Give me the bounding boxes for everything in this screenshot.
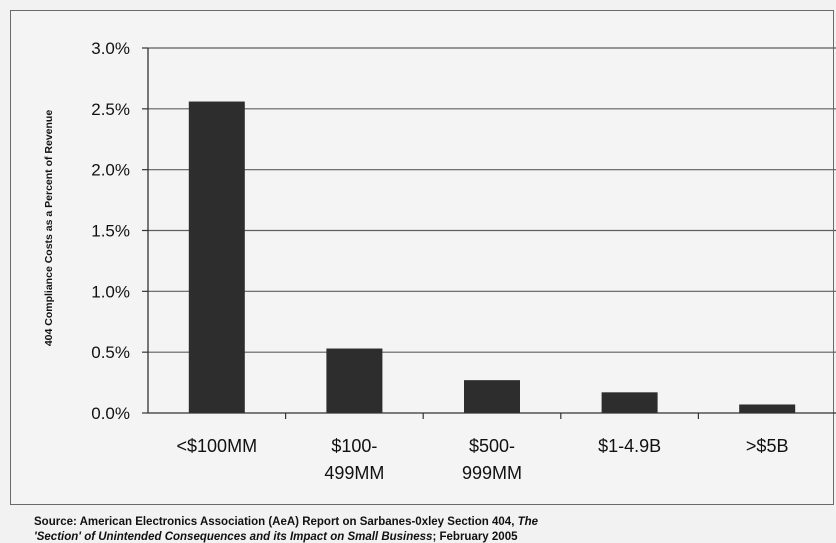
x-category-labels: <$100MM $100- 499MM $500- 999MM $1-4.9B >$5B — [177, 436, 789, 483]
bar — [739, 404, 796, 413]
y-tick-label: 3.0% — [91, 39, 130, 58]
x-category-label: $100- — [331, 436, 377, 456]
y-tick-label: 2.5% — [91, 100, 130, 119]
bar — [326, 348, 383, 413]
bar-chart: 0.0% 0.5% 1.0% 1.5% 2.0% 2.5% 3.0% <$100MM $100… — [43, 39, 836, 483]
y-tick-label: 0.0% — [91, 404, 130, 423]
source-title-part2: 'Section' of Unintended Consequences and… — [34, 531, 433, 543]
y-tick-label: 2.0% — [91, 161, 130, 180]
x-category-label: 499MM — [324, 463, 384, 483]
x-category-label: 999MM — [462, 463, 522, 483]
gridlines — [148, 47, 836, 353]
bar — [188, 101, 245, 414]
y-tick-label: 0.5% — [91, 343, 130, 362]
source-line-1: Source: American Electronics Association… — [34, 515, 824, 530]
y-axis-label: 404 Compliance Costs as a Percent of Rev… — [43, 110, 55, 347]
y-tick-labels: 0.0% 0.5% 1.0% 1.5% 2.0% 2.5% 3.0% — [91, 39, 130, 423]
bar — [464, 380, 520, 413]
chart-frame — [10, 10, 834, 505]
source-line-2: 'Section' of Unintended Consequences and… — [34, 530, 824, 543]
y-tick-label: 1.0% — [91, 282, 130, 301]
axes — [142, 47, 836, 419]
x-category-label: >$5B — [746, 436, 789, 456]
bars — [188, 101, 796, 414]
x-category-label: $500- — [469, 436, 515, 456]
x-category-label: $1-4.9B — [598, 436, 661, 456]
x-category-label: <$100MM — [177, 436, 258, 456]
source-title-part1: The — [517, 516, 539, 528]
source-suffix: ; February 2005 — [432, 531, 518, 543]
bar — [601, 392, 658, 413]
source-prefix: Source: American Electronics Association… — [34, 516, 518, 528]
y-tick-label: 1.5% — [91, 222, 130, 241]
source-note: Source: American Electronics Association… — [34, 515, 824, 543]
